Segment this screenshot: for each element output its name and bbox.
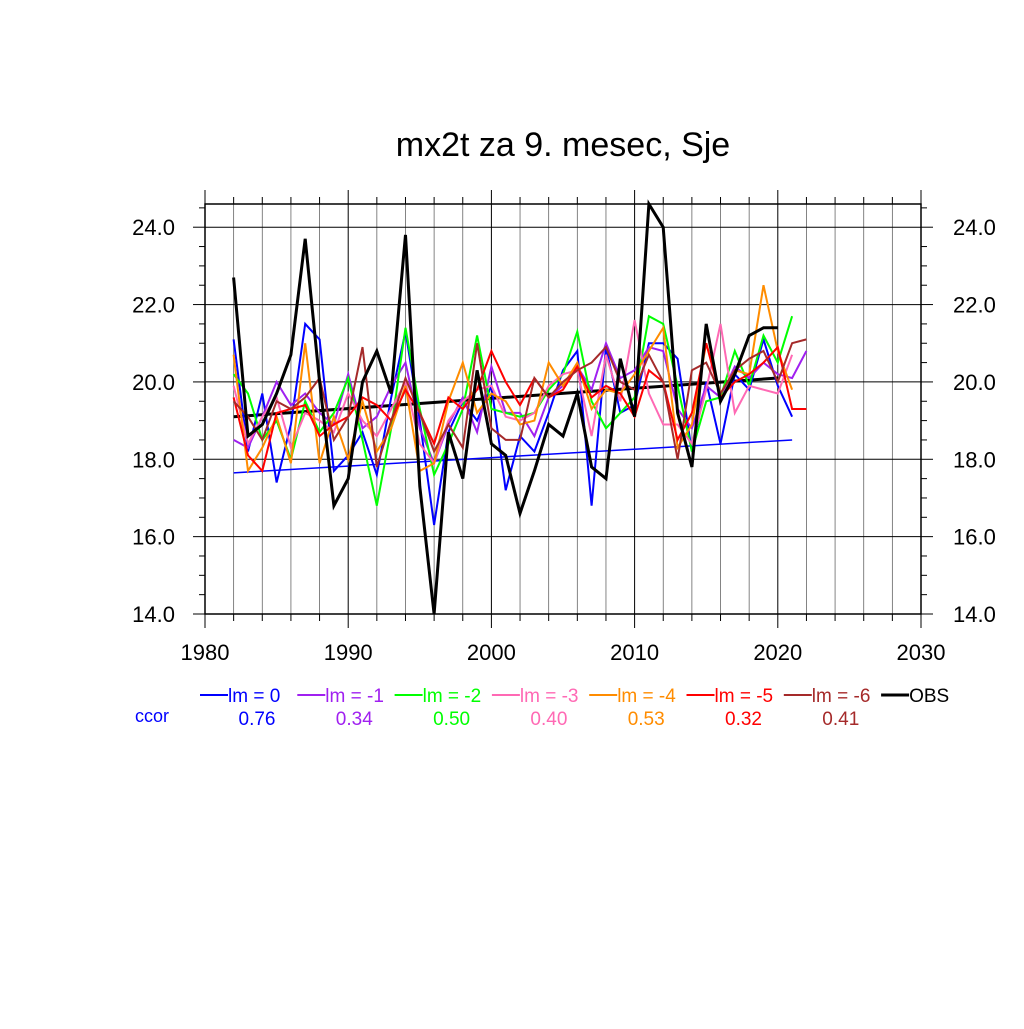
y-tick-label-right: 18.0	[953, 447, 996, 472]
grid-lines	[204, 204, 922, 615]
y-tick-label-right: 14.0	[953, 602, 996, 627]
x-tick-label: 2010	[610, 640, 659, 665]
y-tick-label-left: 14.0	[132, 602, 175, 627]
y-tick-label-right: 16.0	[953, 525, 996, 550]
x-tick-label: 2030	[897, 640, 946, 665]
axis-tick-labels: 1980 1990 2000 2010 2020 2030 14.0 14.0 16.0 16.0…	[132, 215, 996, 665]
y-tick-label-right: 24.0	[953, 215, 996, 240]
legend-ccor-value: 0.34	[336, 709, 373, 730]
legend-ccor-value: 0.40	[530, 709, 567, 730]
legend-entry-label: lm = -6	[812, 686, 871, 707]
legend: ccor lm = 00.76 lm = -10.34 lm = -20.50 lm =…	[135, 686, 949, 730]
legend-entry-label: lm = -2	[423, 686, 482, 707]
y-tick-label-right: 22.0	[953, 293, 996, 318]
y-tick-label-left: 20.0	[132, 370, 175, 395]
legend-ccor-label: ccor	[135, 706, 169, 726]
series-lines	[232, 199, 808, 615]
y-tick-label-left: 18.0	[132, 447, 175, 472]
legend-entry-label: lm = -3	[520, 686, 579, 707]
x-tick-label: 1980	[181, 640, 230, 665]
x-tick-label: 2000	[467, 640, 516, 665]
legend-ccor-value: 0.50	[433, 709, 470, 730]
legend-entry-label: lm = -5	[715, 686, 774, 707]
legend-entry-label: lm = -1	[325, 686, 384, 707]
x-tick-label: 1990	[324, 640, 373, 665]
x-tick-label: 2020	[753, 640, 802, 665]
y-tick-label-right: 20.0	[953, 370, 996, 395]
series-line	[232, 319, 794, 466]
y-tick-label-left: 22.0	[132, 293, 175, 318]
legend-entry-label: lm = 0	[228, 686, 280, 707]
y-tick-label-left: 16.0	[132, 525, 175, 550]
legend-entry-label: lm = -4	[617, 686, 676, 707]
series-line	[232, 338, 807, 468]
chart-title: mx2t za 9. mesec, Sje	[396, 126, 730, 164]
legend-entry-label: OBS	[909, 686, 949, 707]
trend-line	[233, 439, 793, 474]
legend-ccor-value: 0.53	[628, 709, 665, 730]
legend-ccor-value: 0.32	[725, 709, 762, 730]
legend-ccor-value: 0.76	[239, 709, 276, 730]
y-tick-label-left: 24.0	[132, 215, 175, 240]
series-line	[232, 199, 778, 615]
series-line	[232, 342, 807, 473]
legend-ccor-value: 0.41	[822, 709, 859, 730]
axis-ticks	[193, 190, 933, 628]
plot-frame	[204, 203, 922, 615]
